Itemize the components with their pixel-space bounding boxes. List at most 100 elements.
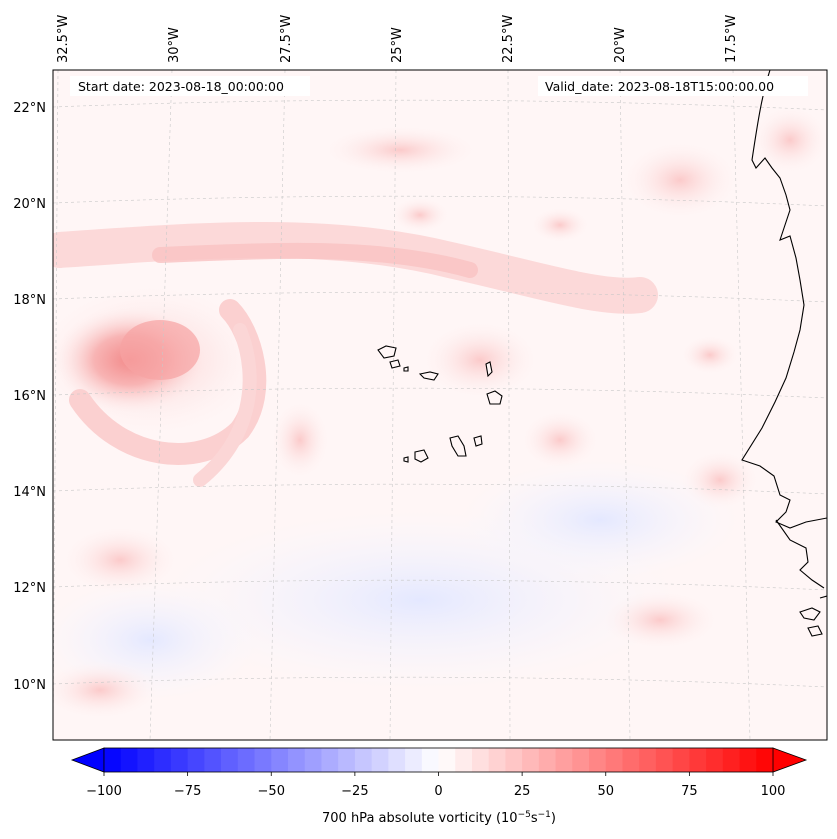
colorbar-bin bbox=[137, 748, 155, 772]
gridlines bbox=[53, 70, 827, 740]
parallel-12n bbox=[53, 579, 827, 591]
lon-label: 30°W bbox=[167, 27, 182, 63]
island-sal bbox=[485, 361, 493, 378]
colorbar-bin bbox=[254, 748, 272, 772]
longitude-labels: 32.5°W 30°W 27.5°W 25°W 22.5°W 20°W 17.5… bbox=[56, 15, 739, 63]
map-area: Start date: 2023-08-18_00:00:00 Valid_da… bbox=[53, 70, 827, 740]
parallel-22n bbox=[53, 99, 827, 111]
colorbar-bin bbox=[405, 748, 423, 772]
colorbar-bin bbox=[505, 748, 523, 772]
parallel-10n bbox=[53, 676, 827, 688]
island-maio bbox=[473, 435, 483, 447]
valid-date-text: Valid_date: 2023-08-18T15:00:00.00 bbox=[545, 79, 774, 94]
colorbar-tick-label: −25 bbox=[341, 784, 368, 799]
colorbar-ticks: −100 −75 −50 −25 0 25 50 75 100 bbox=[86, 772, 785, 799]
colorbar-bin bbox=[455, 748, 473, 772]
island-fogo bbox=[414, 449, 429, 463]
lon-label: 22.5°W bbox=[501, 15, 516, 63]
meridian-25w bbox=[389, 70, 397, 740]
colorbar-bin bbox=[187, 748, 205, 772]
colorbar-tick-label: 25 bbox=[514, 784, 531, 799]
island-santa-luzia bbox=[403, 366, 409, 372]
lon-label: 25°W bbox=[390, 27, 405, 63]
colorbar-bin bbox=[722, 748, 740, 772]
colorbar-bin bbox=[371, 748, 389, 772]
map-frame bbox=[52, 69, 828, 741]
colorbar-bin bbox=[271, 748, 289, 772]
meridian-32-5w bbox=[53, 70, 59, 740]
start-date-text: Start date: 2023-08-18_00:00:00 bbox=[78, 79, 284, 94]
island-sao-vicente bbox=[389, 359, 401, 369]
colorbar-bin bbox=[388, 748, 406, 772]
lat-label: 22°N bbox=[13, 101, 46, 116]
lat-label: 20°N bbox=[13, 197, 46, 212]
parallel-18n bbox=[53, 291, 827, 303]
island-brava bbox=[403, 456, 409, 463]
colorbar: −100 −75 −50 −25 0 25 50 75 100 700 hPa absolute… bbox=[70, 747, 808, 826]
colorbar-bin bbox=[120, 748, 138, 772]
header-banner: Start date: 2023-08-18_00:00:00 Valid_da… bbox=[70, 76, 808, 96]
meridian-22-5w bbox=[507, 70, 511, 740]
lat-label: 14°N bbox=[13, 485, 46, 500]
colorbar-high-extend bbox=[772, 747, 808, 773]
colorbar-bin bbox=[471, 748, 490, 772]
colorbar-bin bbox=[421, 748, 439, 772]
colorbar-bin bbox=[555, 748, 573, 772]
island-sao-nicolau bbox=[418, 371, 439, 381]
west-africa-coast bbox=[741, 70, 827, 529]
colorbar-bin bbox=[706, 748, 724, 772]
parallel-14n bbox=[53, 483, 827, 495]
colorbar-bin bbox=[354, 748, 373, 772]
colorbar-tick-label: −100 bbox=[86, 784, 122, 799]
colorbar-bin bbox=[438, 748, 456, 772]
colorbar-bin bbox=[572, 748, 590, 772]
colorbar-bin bbox=[655, 748, 674, 772]
colorbar-tick-label: 0 bbox=[434, 784, 442, 799]
latitude-labels: 22°N 20°N 18°N 16°N 14°N 12°N 10°N bbox=[13, 101, 46, 693]
bijagos-coast bbox=[799, 607, 821, 621]
meridian-20w bbox=[619, 70, 631, 740]
lat-label: 10°N bbox=[13, 678, 46, 693]
colorbar-bin bbox=[639, 748, 657, 772]
colorbar-bin bbox=[488, 748, 506, 772]
colorbar-bin bbox=[154, 748, 172, 772]
meridian-17-5w bbox=[732, 70, 751, 740]
colorbar-bin bbox=[237, 748, 255, 772]
meridian-30w bbox=[149, 70, 173, 740]
colorbar-bin bbox=[170, 748, 189, 772]
colorbar-bin bbox=[304, 748, 322, 772]
cabo-verde-islands bbox=[377, 345, 503, 463]
parallel-20n bbox=[53, 195, 827, 207]
lon-label: 27.5°W bbox=[279, 15, 294, 63]
island-santiago bbox=[449, 435, 467, 457]
colorbar-bin bbox=[589, 748, 607, 772]
colorbar-bin bbox=[672, 748, 690, 772]
colorbar-bin bbox=[538, 748, 556, 772]
colorbar-bin bbox=[622, 748, 640, 772]
colorbar-bin bbox=[321, 748, 339, 772]
colorbar-bin bbox=[689, 748, 707, 772]
vorticity-field bbox=[53, 105, 827, 720]
colorbar-bin bbox=[338, 748, 356, 772]
lat-label: 16°N bbox=[13, 389, 46, 404]
colorbar-bin bbox=[287, 748, 306, 772]
colorbar-tick-label: 75 bbox=[681, 784, 698, 799]
colorbar-bin bbox=[522, 748, 540, 772]
colorbar-bin bbox=[204, 748, 222, 772]
island-boa-vista bbox=[486, 390, 503, 405]
colorbar-bin bbox=[605, 748, 623, 772]
colorbar-tick-label: −50 bbox=[258, 784, 285, 799]
lon-label: 32.5°W bbox=[56, 15, 71, 63]
meridian-27-5w bbox=[269, 70, 286, 740]
colorbar-tick-label: 100 bbox=[761, 784, 786, 799]
colorbar-tick-label: −75 bbox=[174, 784, 201, 799]
colorbar-low-extend bbox=[70, 747, 105, 773]
lon-label: 17.5°W bbox=[724, 15, 739, 63]
colorbar-label: 700 hPa absolute vorticity (10−5s−1) bbox=[322, 810, 556, 826]
colorbar-bin bbox=[221, 748, 239, 772]
colorbar-bins bbox=[104, 748, 774, 772]
lat-label: 12°N bbox=[13, 581, 46, 596]
lon-label: 20°W bbox=[613, 27, 628, 63]
colorbar-bin bbox=[104, 748, 122, 772]
